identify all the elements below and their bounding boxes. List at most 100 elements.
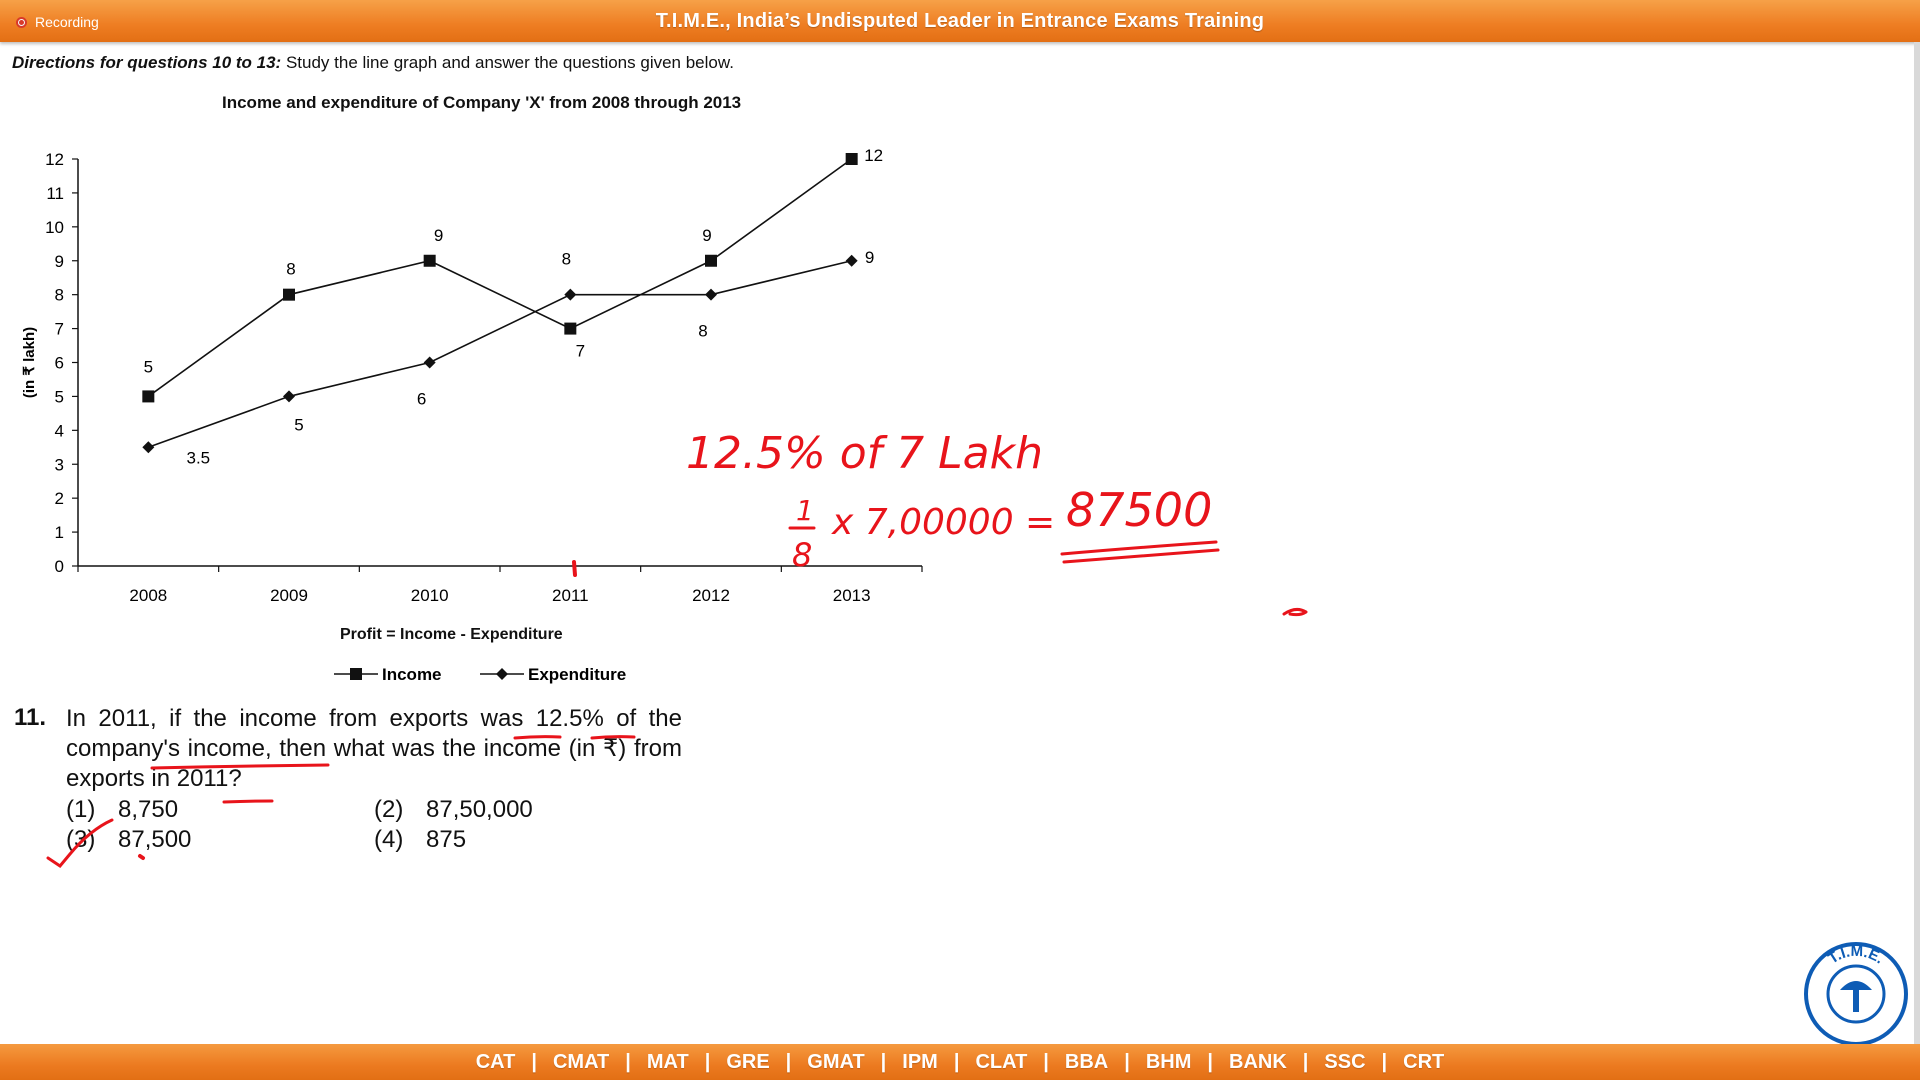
data-label-income: 7 (576, 342, 585, 361)
ink-underline-company (150, 763, 330, 770)
ink-fraction-den: 8 (792, 536, 812, 574)
option-2: (2) 87,50,000 (374, 796, 533, 824)
expenditure-point (705, 288, 717, 301)
option-4-value: 875 (426, 826, 467, 853)
data-label-income: 9 (434, 226, 443, 245)
y-tick-label: 5 (55, 387, 64, 406)
y-axis-label: (in ₹ lakh) (21, 327, 38, 398)
data-label-income: 12 (864, 146, 883, 165)
nav-item-bba[interactable]: BBA (1064, 1050, 1109, 1073)
option-2-value: 87,50,000 (426, 796, 533, 823)
x-tick-label: 2010 (411, 586, 449, 605)
top-banner: Recording T.I.M.E., India’s Undisputed L… (0, 0, 1920, 42)
profit-note: Profit = Income - Expenditure (340, 626, 563, 643)
nav-separator: | (1124, 1050, 1130, 1073)
expenditure-point (845, 254, 858, 267)
option-1: (1) 8,750 (66, 796, 178, 824)
y-tick-label: 3 (55, 455, 64, 474)
x-tick-label: 2013 (833, 586, 871, 605)
nav-item-ipm[interactable]: IPM (902, 1050, 938, 1073)
ink-underline-was (513, 735, 562, 740)
window-edge (1914, 42, 1920, 1044)
logo-stem (1853, 988, 1859, 1012)
y-tick-label: 11 (46, 184, 64, 203)
ink-underline-exports (222, 799, 274, 804)
y-tick-label: 2 (55, 489, 64, 508)
question-number: 11. (14, 704, 47, 731)
ink-stray-mark (1282, 607, 1308, 617)
nav-separator: | (625, 1050, 631, 1073)
question-text: In 2011, if the income from exports was … (66, 705, 682, 792)
nav-separator: | (1207, 1050, 1214, 1073)
income-point (423, 254, 436, 267)
y-tick-label: 6 (55, 354, 64, 373)
x-tick-label: 2009 (270, 586, 308, 605)
data-label-expenditure: 5 (294, 415, 303, 434)
expenditure-point (564, 288, 577, 301)
exam-nav: CAT | CMAT | MAT | GRE | GMAT | IPM | CLAT | BBA | BHM | B… (474, 1051, 1447, 1074)
option-3-number: (3) (66, 826, 96, 853)
option-4: (4) 875 (374, 826, 466, 854)
legend-label-income: Income (382, 665, 442, 684)
series-line-expenditure (148, 259, 852, 449)
y-tick-label: 9 (55, 252, 64, 271)
expenditure-point (283, 390, 295, 403)
legend-label-expenditure: Expenditure (528, 665, 626, 684)
nav-item-clat[interactable]: CLAT (975, 1050, 1028, 1073)
x-tick-label: 2011 (552, 586, 589, 605)
y-tick-label: 12 (45, 150, 64, 169)
y-tick-label: 0 (55, 557, 64, 576)
ink-dot (138, 854, 145, 860)
income-point (142, 390, 155, 403)
directions: Directions for questions 10 to 13: Study… (12, 53, 734, 73)
income-point (564, 322, 577, 335)
bottom-banner: CAT | CMAT | MAT | GRE | GMAT | IPM | CLAT | BBA | BHM | B… (0, 1044, 1920, 1080)
nav-item-gmat[interactable]: GMAT (807, 1050, 865, 1073)
x-tick-label: 2008 (129, 586, 167, 605)
x-tick-label: 2012 (692, 586, 730, 605)
legend-marker-expenditure (496, 668, 508, 680)
y-tick-label: 8 (55, 286, 64, 305)
y-tick-label: 1 (55, 523, 64, 542)
nav-separator: | (953, 1050, 960, 1073)
nav-item-bank[interactable]: BANK (1229, 1050, 1287, 1073)
ink-fraction-num: 1 (796, 494, 814, 527)
nav-separator: | (1302, 1050, 1309, 1073)
data-label-expenditure: 8 (562, 250, 571, 269)
record-icon (16, 16, 27, 28)
nav-item-cmat[interactable]: CMAT (552, 1050, 610, 1073)
data-label-income: 8 (286, 260, 295, 279)
nav-item-mat[interactable]: MAT (646, 1050, 689, 1073)
option-3-value: 87,500 (118, 826, 192, 853)
nav-item-crt[interactable]: CRT (1403, 1050, 1445, 1073)
ink-result: 87500 (1066, 483, 1212, 537)
logo-emblem-icon (1840, 981, 1872, 990)
nav-item-bhm[interactable]: BHM (1145, 1050, 1192, 1073)
ink-underline-1 (1060, 540, 1218, 556)
nav-item-ssc[interactable]: SSC (1324, 1050, 1366, 1073)
nav-separator: | (1043, 1050, 1049, 1073)
income-point (845, 153, 858, 165)
expenditure-point (423, 356, 436, 369)
time-logo: T.I.M.E. (1804, 942, 1908, 1046)
recording-indicator: Recording (16, 14, 99, 30)
ink-underline-percent (590, 735, 636, 740)
nav-item-cat[interactable]: CAT (475, 1050, 516, 1073)
nav-separator: | (1381, 1050, 1388, 1073)
directions-lead: Directions for questions 10 to 13: (12, 53, 282, 72)
option-4-number: (4) (374, 826, 404, 853)
ink-axis-tick (572, 560, 577, 577)
data-label-expenditure: 8 (698, 322, 707, 341)
banner-title: T.I.M.E., India’s Undisputed Leader in E… (655, 10, 1265, 32)
nav-separator: | (704, 1050, 711, 1073)
option-1-number: (1) (66, 796, 96, 823)
nav-item-gre[interactable]: GRE (726, 1050, 770, 1073)
ink-calc: x 7,00000 = (831, 502, 1055, 543)
data-label-expenditure: 6 (417, 390, 426, 409)
ink-underline-2 (1062, 548, 1220, 564)
y-tick-label: 7 (55, 320, 64, 339)
option-1-value: 8,750 (118, 796, 179, 823)
chart-title: Income and expenditure of Company 'X' fr… (222, 93, 742, 112)
expenditure-point (142, 441, 155, 454)
